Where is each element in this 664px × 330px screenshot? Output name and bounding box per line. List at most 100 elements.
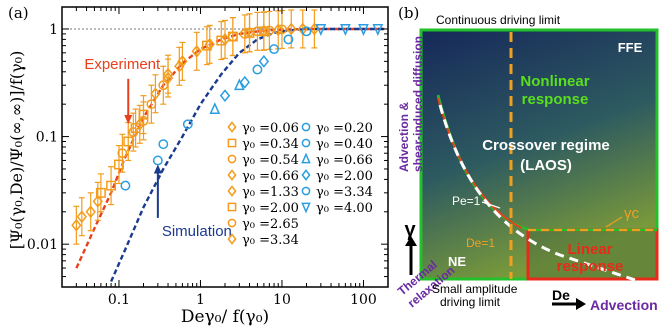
legend-entry: γ₀ =0.20 xyxy=(316,121,373,136)
legend-marker xyxy=(301,202,311,214)
gamma-axis-label: γ xyxy=(404,219,416,241)
crossover-label-line1: Crossover regime xyxy=(482,137,610,154)
data-point xyxy=(191,44,202,58)
data-point xyxy=(120,180,131,191)
ffe-label: FFE xyxy=(618,40,643,55)
legend-entry: γ₀ =4.00 xyxy=(316,201,373,216)
legend-marker xyxy=(227,218,237,228)
data-point xyxy=(95,187,106,198)
legend-entry: γ₀ =0.66 xyxy=(242,169,299,184)
data-point xyxy=(152,155,163,166)
legend-marker xyxy=(301,186,311,196)
legend-entry: γ₀ =0.66 xyxy=(316,153,373,168)
annotation-label: Simulation xyxy=(162,223,232,240)
top-text: Continuous driving limit xyxy=(436,13,561,27)
data-point xyxy=(301,26,312,37)
data-point xyxy=(372,24,384,37)
data-point xyxy=(273,23,284,37)
data-point xyxy=(258,24,270,38)
pe-label: Pe=1 xyxy=(452,194,481,208)
axis-ticks: 0.1 1 10 100 0.01 0.1 1 xyxy=(27,7,389,308)
pe-arrow xyxy=(481,201,501,209)
data-point xyxy=(216,35,227,46)
legend-marker xyxy=(227,169,237,181)
data-point xyxy=(128,127,139,138)
legend-entry: γ₀ =3.34 xyxy=(316,185,373,200)
legend-entry: γ₀ =1.33 xyxy=(242,185,299,200)
legend-marker xyxy=(227,202,237,212)
data-point xyxy=(315,24,327,37)
legend-entry: γ₀ =0.06 xyxy=(242,121,299,136)
data-point xyxy=(340,24,351,37)
data-point xyxy=(85,205,96,219)
legend-marker xyxy=(301,152,311,164)
annotation-arrowhead xyxy=(124,115,133,125)
white-flow-curve xyxy=(438,104,651,287)
nonlinear-label-line1: Nonlinear xyxy=(520,73,589,90)
data-point xyxy=(177,54,188,68)
data-point xyxy=(158,139,169,150)
legend-marker xyxy=(227,138,237,148)
simulation-fit-curve xyxy=(110,27,385,282)
bottom-text-line2: driving limit xyxy=(440,295,501,309)
x-tick-label: 0.1 xyxy=(108,292,130,308)
legend-entry: γ₀ =0.54 xyxy=(242,153,299,168)
linear-label-line1: Linear xyxy=(567,241,612,258)
data-point xyxy=(252,64,263,75)
x-tick-label: 100 xyxy=(350,292,377,308)
y-tick-label: 1 xyxy=(49,22,58,38)
nonlinear-label-line2: response xyxy=(522,91,589,108)
data-point xyxy=(244,26,255,40)
data-point xyxy=(239,75,250,89)
y-tick-label: 0.01 xyxy=(27,237,58,253)
de-axis-arrowhead xyxy=(576,298,586,310)
data-point xyxy=(114,159,124,170)
x-tick-label: 1 xyxy=(196,292,205,308)
data-point xyxy=(219,89,231,103)
legend-marker xyxy=(227,185,237,197)
gamma-c-arrow xyxy=(605,216,623,228)
data-point xyxy=(182,119,193,130)
legend-marker xyxy=(301,122,311,132)
data-point xyxy=(76,210,87,224)
crossover-label-line2: (LAOS) xyxy=(520,157,572,174)
legend-entry: γ₀ =2.65 xyxy=(242,217,299,232)
panel-a: (a) 0.1 1 10 100 0.01 0.1 1 Experiment Simulati… xyxy=(7,4,389,327)
ne-label: NE xyxy=(448,254,466,269)
y-axis-label: [Ψ₀(γ₀,De)/Ψ₀(∞,∞)]/f(γ₀) xyxy=(7,51,26,250)
legend-entry: γ₀ =3.34 xyxy=(242,233,299,248)
legend-entry: γ₀ =0.34 xyxy=(242,137,299,152)
crossover-boundary-red xyxy=(437,97,523,229)
legend-entry: γ₀ =0.40 xyxy=(316,137,373,152)
panel-b: (b) Continuous driving limit FFE Nonline… xyxy=(395,4,659,313)
y-tick-label: 0.1 xyxy=(36,130,58,146)
data-points xyxy=(71,9,384,245)
data-point xyxy=(162,67,174,81)
left-caption-top-line1: Advection & xyxy=(397,102,411,172)
data-point xyxy=(358,24,369,37)
data-point xyxy=(123,136,134,147)
data-point xyxy=(233,78,245,91)
legend-marker xyxy=(301,138,311,148)
panel-b-label: (b) xyxy=(398,4,419,22)
x-axis-label: Deγ₀/ f(γ₀) xyxy=(181,307,269,327)
legend-marker xyxy=(227,233,237,245)
bottom-text-line1: Small amplitude xyxy=(432,282,518,296)
data-point xyxy=(209,102,221,115)
legend-marker xyxy=(301,169,311,181)
annotation-label: Experiment xyxy=(84,56,161,73)
legend-marker xyxy=(227,121,237,133)
gamma-axis-arrowhead xyxy=(405,236,417,246)
panel-a-label: (a) xyxy=(8,4,29,22)
legend-entry: γ₀ =2.00 xyxy=(242,201,299,216)
data-point xyxy=(106,180,117,191)
annotation-arrowhead xyxy=(153,164,162,174)
data-point xyxy=(71,218,82,232)
de-axis-label: De xyxy=(552,287,570,303)
data-point xyxy=(201,40,212,51)
phase-diagram-background xyxy=(421,30,657,279)
data-point xyxy=(258,54,270,68)
de-label: De=1 xyxy=(466,236,495,250)
